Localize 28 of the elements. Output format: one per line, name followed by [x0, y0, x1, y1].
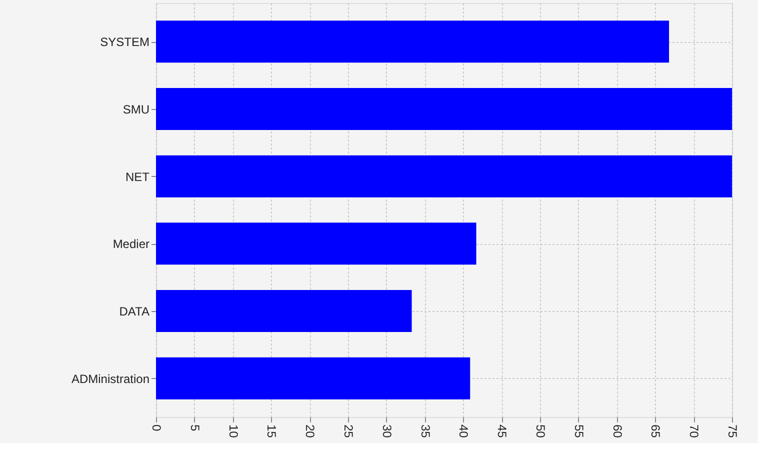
x-tick-label: 75: [726, 424, 740, 438]
bar: [156, 290, 412, 332]
y-tick-label: ADMinistration: [71, 372, 150, 386]
x-tick-label: 0: [150, 424, 164, 432]
bar: [156, 155, 732, 198]
x-tick-label: 60: [610, 424, 624, 438]
y-tick-label: NET: [126, 170, 150, 184]
x-tick-label: 65: [648, 424, 663, 438]
x-tick-label: 25: [342, 424, 356, 438]
x-tick-label: 20: [303, 424, 318, 438]
bar: [156, 20, 670, 63]
x-tick-label: 35: [418, 424, 432, 438]
y-tick-label: SYSTEM: [100, 35, 150, 50]
x-tick-label: 15: [264, 424, 279, 438]
y-tick-label: Medier: [112, 237, 150, 252]
x-tick-label: 50: [534, 424, 548, 438]
y-tick-label: SMU: [122, 102, 150, 116]
x-tick-label: 10: [226, 424, 240, 438]
bar: [156, 357, 470, 400]
bar: [156, 88, 732, 130]
x-tick-label: 40: [456, 424, 471, 438]
x-tick-label: 45: [495, 424, 510, 438]
x-tick-label: 70: [687, 424, 702, 438]
y-tick-label: DATA: [119, 304, 150, 318]
x-tick-label: 5: [188, 424, 202, 432]
bar: [156, 222, 476, 265]
x-tick-label: 55: [572, 424, 586, 438]
x-tick-label: 30: [380, 424, 394, 438]
